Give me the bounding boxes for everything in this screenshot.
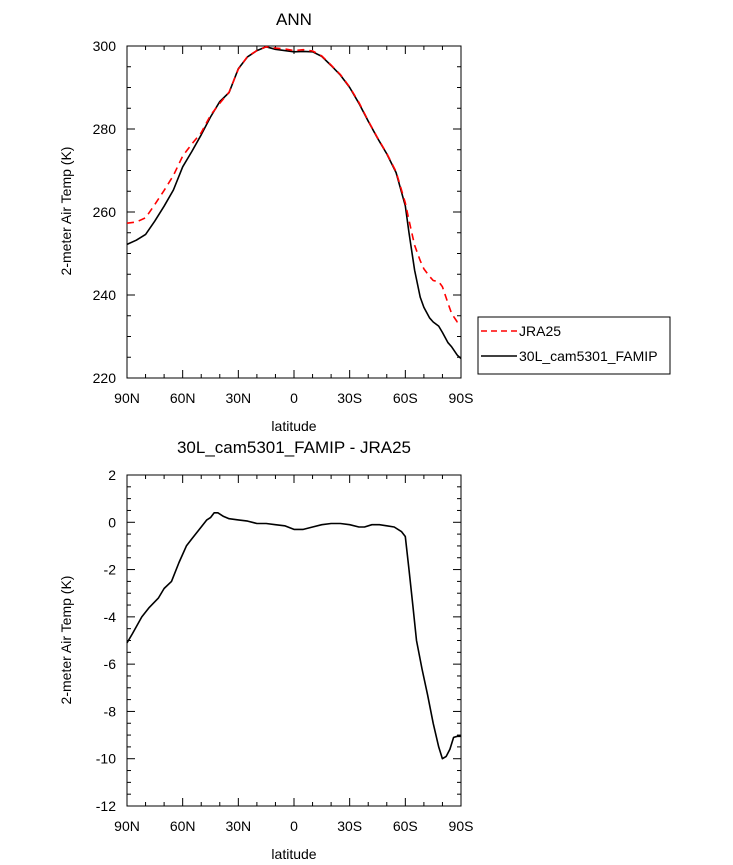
y-tick-label: 0 [108, 514, 116, 530]
x-tick-label: 90N [114, 390, 140, 406]
y-tick-label: -8 [104, 703, 117, 719]
bottom-y-axis-label: 2-meter Air Temp (K) [58, 576, 74, 705]
bottom-panel: 30L_cam5301_FAMIP - JRA25 2-meter Air Te… [58, 438, 473, 862]
y-tick-label: -10 [96, 751, 116, 767]
y-tick-label: 280 [93, 121, 117, 137]
y-tick-label: 220 [93, 370, 117, 386]
x-tick-label: 30N [225, 818, 251, 834]
top-chart-title: ANN [276, 10, 312, 29]
30l-cam5301-famip-series-line [126, 45, 462, 360]
top-y-axis-label: 2-meter Air Temp (K) [58, 147, 74, 276]
legend-box [477, 316, 671, 375]
top-panel: ANN 2-meter Air Temp (K) latitude 90N 60N… [58, 10, 473, 434]
bottom-chart-title: 30L_cam5301_FAMIP - JRA25 [177, 438, 411, 457]
bottom-series-layer [126, 511, 461, 760]
x-tick-label: 30S [337, 390, 362, 406]
y-tick-label: -6 [104, 656, 117, 672]
bottom-axis-ticks: 90N 60N 30N 0 30S 60S 90S -12 -10 -8 -6 -4 -2 0 2 [96, 467, 474, 834]
x-tick-label: 60S [393, 818, 418, 834]
difference-series-line [126, 511, 461, 760]
x-tick-label: 0 [290, 390, 298, 406]
x-tick-label: 60S [393, 390, 418, 406]
y-tick-label: 260 [93, 204, 117, 220]
bottom-plot-frame [126, 474, 462, 807]
x-tick-label: 60N [170, 818, 196, 834]
x-tick-label: 90S [449, 390, 474, 406]
y-tick-label: -12 [96, 798, 116, 814]
top-x-axis-label: latitude [271, 418, 316, 434]
y-tick-label: 240 [93, 287, 117, 303]
top-plot-frame [126, 45, 462, 379]
top-series-layer [126, 45, 462, 360]
x-tick-label: 90S [449, 818, 474, 834]
y-tick-label: -4 [104, 609, 117, 625]
jra25-series-line [126, 45, 461, 323]
legend-label-famip: 30L_cam5301_FAMIP [519, 348, 658, 364]
x-tick-label: 60N [170, 390, 196, 406]
legend-label-jra25: JRA25 [519, 323, 561, 339]
y-tick-label: 2 [108, 467, 116, 483]
top-axis-ticks: 90N 60N 30N 0 30S 60S 90S 220 240 260 280 300 [93, 38, 474, 406]
x-tick-label: 30N [225, 390, 251, 406]
x-tick-label: 90N [114, 818, 140, 834]
x-tick-label: 0 [290, 818, 298, 834]
y-tick-label: -2 [104, 562, 117, 578]
x-tick-label: 30S [337, 818, 362, 834]
y-tick-label: 300 [93, 38, 117, 54]
bottom-x-axis-label: latitude [271, 846, 316, 862]
legend: JRA25 30L_cam5301_FAMIP [477, 316, 671, 375]
